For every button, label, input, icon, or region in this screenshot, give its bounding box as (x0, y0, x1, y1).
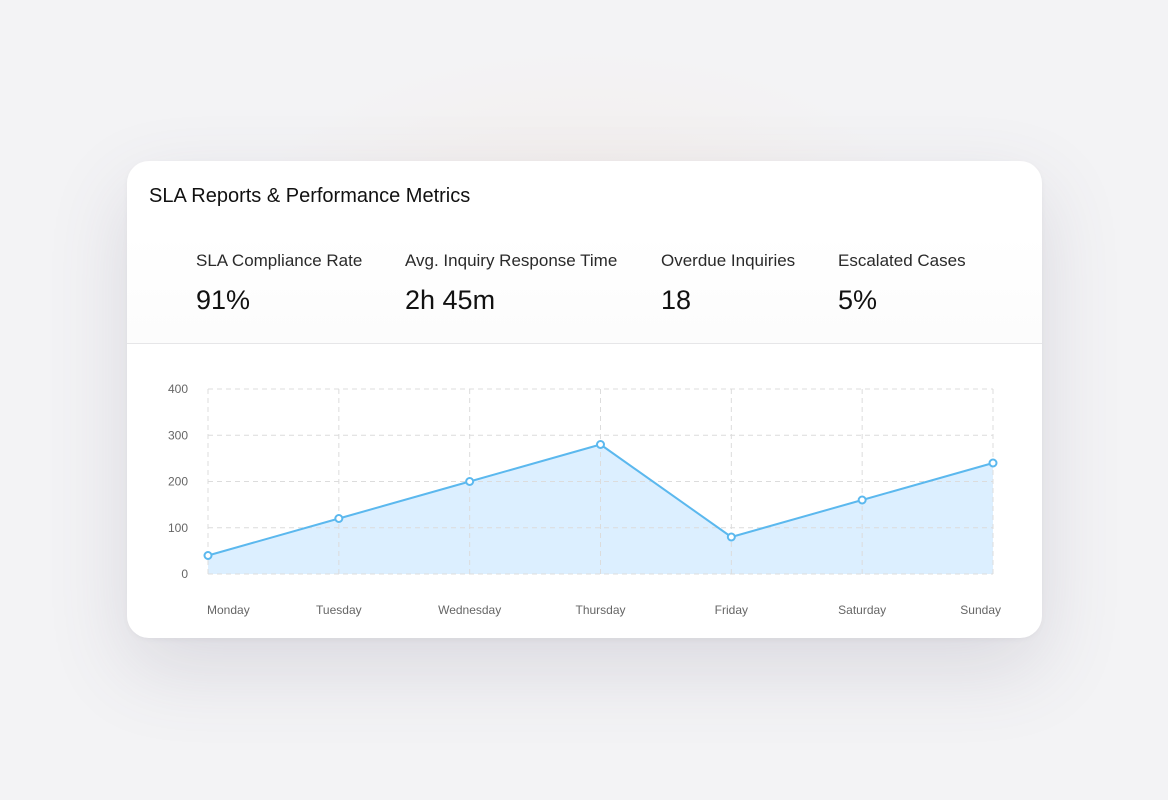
x-tick-label: Tuesday (316, 603, 362, 617)
metric-label: Avg. Inquiry Response Time (405, 251, 618, 270)
metric-sla-compliance: SLA Compliance Rate 91% (196, 251, 362, 316)
metric-value: 2h 45m (405, 285, 496, 315)
y-tick-label: 400 (168, 382, 188, 396)
data-point (596, 440, 605, 449)
data-point (726, 532, 736, 542)
card-title: SLA Reports & Performance Metrics (149, 185, 471, 207)
data-point (203, 551, 213, 560)
y-tick-label: 0 (181, 567, 188, 581)
x-tick-label: Sunday (960, 603, 1001, 617)
sla-report-card: SLA Reports & Performance Metrics SLA Co… (127, 161, 1042, 638)
y-tick-label: 300 (168, 428, 188, 442)
metric-value: 18 (661, 285, 692, 315)
metric-label: Escalated Cases (838, 251, 966, 270)
data-point (334, 514, 344, 523)
chart-container: 0 100 200 300 400 Monday Tuesday Wednesday Thurs… (127, 344, 1042, 638)
metric-avg-response-time: Avg. Inquiry Response Time 2h 45m (405, 251, 617, 316)
metric-overdue-inquiries: Overdue Inquiries 18 (661, 251, 795, 316)
x-tick-label: Wednesday (438, 603, 501, 617)
metric-label: SLA Compliance Rate (196, 251, 363, 270)
y-tick-label: 100 (168, 521, 188, 535)
data-point (988, 458, 998, 468)
area-chart: 0 100 200 300 400 Monday Tuesday Wednesday Thurs… (168, 382, 1001, 617)
metric-label: Overdue Inquiries (661, 251, 796, 270)
metric-escalated-cases: Escalated Cases 5% (838, 251, 966, 316)
x-tick-label: Saturday (838, 603, 886, 617)
x-tick-label: Monday (207, 603, 250, 617)
x-tick-label: Thursday (575, 603, 625, 617)
metric-value: 91% (196, 285, 251, 315)
data-point (857, 495, 867, 505)
metric-value: 5% (838, 285, 878, 315)
y-tick-label: 200 (168, 475, 188, 489)
data-point (465, 477, 475, 486)
metrics-row: SLA Compliance Rate 91% Avg. Inquiry Res… (127, 233, 1042, 344)
x-tick-label: Friday (715, 603, 748, 617)
